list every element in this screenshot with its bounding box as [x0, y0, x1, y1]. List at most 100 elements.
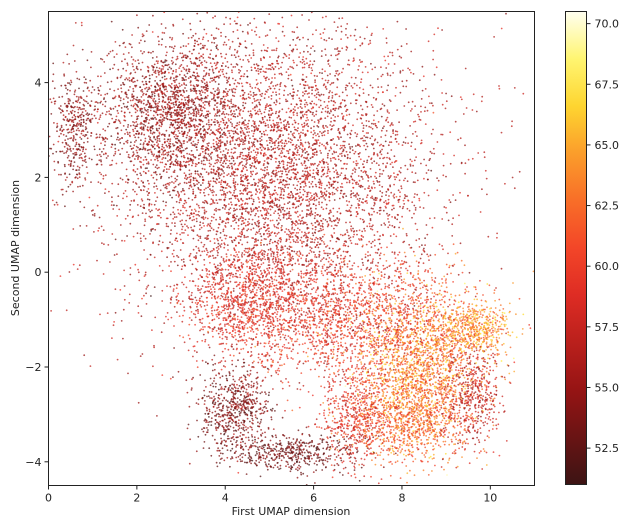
scatter-point — [312, 106, 314, 108]
scatter-point — [297, 241, 299, 244]
scatter-point — [374, 138, 377, 141]
scatter-point — [382, 127, 384, 130]
scatter-point — [323, 243, 326, 245]
scatter-point — [365, 136, 367, 139]
scatter-point — [331, 191, 334, 194]
scatter-point — [293, 240, 295, 243]
scatter-point — [386, 74, 389, 76]
scatter-point — [305, 90, 308, 92]
scatter-point — [315, 193, 318, 196]
scatter-point — [310, 247, 313, 250]
scatter-point — [326, 220, 329, 223]
scatter-point — [260, 259, 263, 262]
scatter-point — [357, 194, 360, 197]
scatter-point — [156, 223, 159, 225]
scatter-point — [354, 92, 357, 95]
scatter-point — [355, 99, 358, 102]
scatter-point — [376, 126, 378, 129]
scatter-point — [290, 191, 293, 194]
scatter-point — [229, 175, 232, 178]
scatter-point — [353, 82, 356, 85]
scatter-point — [232, 273, 235, 276]
scatter-point — [311, 89, 313, 91]
scatter-point — [242, 207, 245, 210]
scatter-point — [261, 200, 264, 202]
scatter-point — [217, 226, 220, 229]
scatter-point — [205, 61, 208, 64]
scatter-point — [373, 114, 375, 117]
scatter-point — [236, 81, 239, 84]
scatter-point — [279, 364, 281, 367]
scatter-point — [206, 253, 208, 256]
scatter-point — [228, 272, 231, 275]
scatter-point — [239, 208, 241, 211]
scatter-point — [328, 192, 330, 194]
scatter-point — [390, 175, 392, 177]
scatter-point — [110, 204, 113, 207]
scatter-point — [176, 164, 179, 167]
scatter-point — [226, 142, 229, 144]
scatter-point — [188, 206, 191, 208]
scatter-point — [388, 141, 391, 144]
scatter-point — [392, 124, 394, 126]
scatter-point — [253, 130, 256, 133]
scatter-point — [97, 229, 100, 232]
scatter-point — [289, 196, 291, 199]
scatter-point — [383, 222, 386, 225]
scatter-point — [270, 98, 273, 100]
scatter-point — [177, 370, 180, 373]
scatter-point — [265, 79, 267, 82]
scatter-point — [248, 197, 251, 200]
scatter-point — [327, 266, 330, 269]
scatter-point — [280, 196, 283, 199]
scatter-point — [201, 109, 203, 112]
scatter-point — [206, 48, 209, 51]
scatter-point — [238, 205, 241, 207]
scatter-point — [225, 95, 228, 98]
scatter-point — [371, 225, 373, 228]
scatter-point — [327, 132, 329, 135]
scatter-point — [349, 102, 352, 105]
scatter-point — [167, 151, 170, 154]
scatter-point — [344, 126, 347, 128]
scatter-point — [317, 241, 319, 244]
scatter-point — [367, 71, 369, 74]
scatter-point — [226, 94, 229, 97]
scatter-point — [358, 155, 360, 158]
scatter-point — [283, 34, 286, 37]
scatter-point — [275, 226, 278, 229]
scatter-point — [254, 67, 257, 70]
scatter-point — [372, 224, 374, 227]
scatter-point — [444, 107, 447, 110]
scatter-point — [410, 71, 412, 74]
scatter-point — [113, 204, 115, 207]
scatter-point — [350, 190, 353, 192]
scatter-point — [209, 222, 212, 225]
scatter-point — [257, 113, 260, 116]
scatter-point — [244, 135, 247, 138]
scatter-point — [412, 121, 415, 123]
scatter-point — [252, 95, 255, 98]
scatter-point — [393, 251, 396, 254]
scatter-point — [249, 83, 251, 86]
scatter-point — [137, 401, 140, 404]
scatter-point — [228, 132, 231, 135]
scatter-point — [303, 186, 305, 188]
scatter-point — [226, 93, 228, 95]
scatter-point — [324, 395, 326, 398]
scatter-point — [336, 58, 339, 60]
scatter-point — [268, 186, 270, 189]
scatter-point — [291, 255, 294, 258]
scatter-point — [117, 112, 120, 114]
scatter-point — [355, 196, 357, 198]
scatter-point — [276, 123, 279, 126]
scatter-point — [333, 21, 336, 23]
scatter-point — [203, 258, 206, 261]
scatter-point — [199, 224, 201, 227]
scatter-point — [271, 200, 273, 202]
scatter-point — [340, 38, 342, 40]
scatter-point — [93, 231, 95, 233]
scatter-point — [185, 286, 188, 289]
scatter-point — [158, 265, 161, 267]
scatter-point — [306, 116, 308, 119]
